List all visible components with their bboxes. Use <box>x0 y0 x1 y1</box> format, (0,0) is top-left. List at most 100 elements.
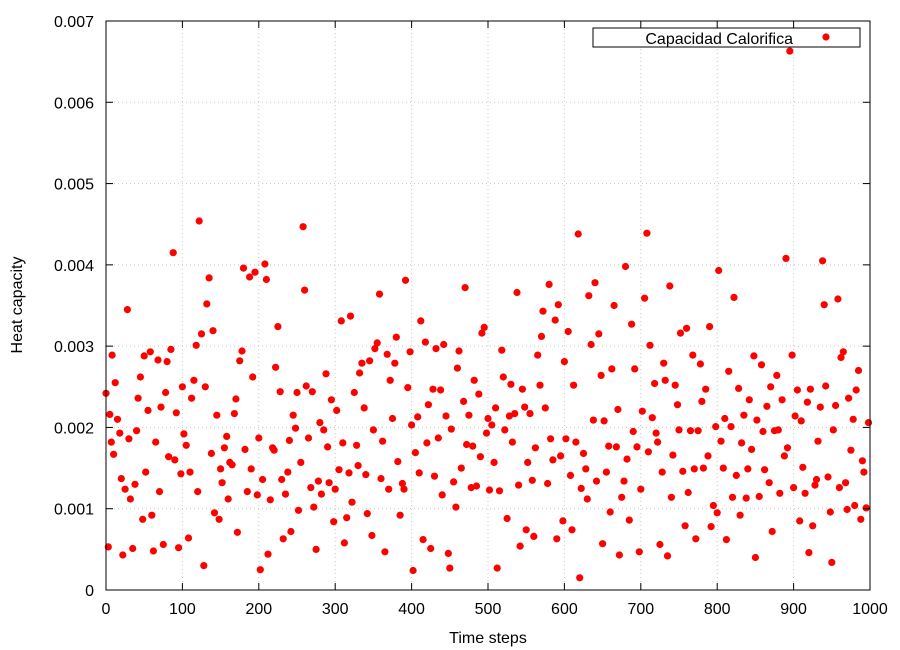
data-point <box>278 475 286 484</box>
data-point <box>595 330 603 338</box>
data-point <box>249 373 257 381</box>
data-point <box>210 509 219 517</box>
data-point <box>333 406 341 414</box>
data-point <box>651 379 659 388</box>
data-point <box>325 479 333 487</box>
data-point <box>753 416 761 424</box>
data-point <box>322 370 330 378</box>
data-point <box>526 410 534 418</box>
data-point <box>522 526 530 534</box>
data-point <box>224 495 232 503</box>
y-tick-label: 0.006 <box>54 95 94 112</box>
data-point <box>177 470 185 478</box>
data-point <box>373 339 381 347</box>
y-axis-label: Heat capacity <box>9 257 26 354</box>
data-point <box>203 300 211 308</box>
data-point <box>274 323 282 331</box>
data-point <box>377 475 385 483</box>
y-axis-tick-labels: 0 0.001 0.002 0.003 0.004 0.005 0.006 0.007 <box>54 14 94 600</box>
data-point <box>270 446 278 454</box>
data-point <box>243 488 251 496</box>
data-point <box>666 282 674 290</box>
data-point <box>276 388 284 396</box>
data-point <box>400 485 408 493</box>
data-point <box>606 508 614 516</box>
data-point <box>854 366 863 375</box>
data-point <box>396 511 404 519</box>
data-point <box>314 477 322 485</box>
data-point <box>220 444 228 452</box>
data-point <box>694 427 702 435</box>
data-point <box>312 545 320 554</box>
data-point <box>644 448 653 456</box>
data-point <box>430 472 439 480</box>
data-point <box>218 479 226 487</box>
data-point <box>774 426 782 434</box>
data-point <box>194 488 202 496</box>
data-point <box>786 47 794 55</box>
data-point <box>339 439 347 447</box>
data-point <box>605 442 613 450</box>
x-tick-label: 900 <box>780 601 807 618</box>
data-point <box>383 350 391 358</box>
x-tick-label: 400 <box>398 601 425 618</box>
data-point <box>503 514 511 523</box>
data-point <box>157 403 165 411</box>
data-point <box>154 356 162 364</box>
data-point <box>805 549 813 557</box>
data-point <box>778 396 786 404</box>
data-point <box>465 411 473 419</box>
data-point <box>366 357 374 365</box>
data-point <box>732 471 740 479</box>
data-point <box>121 485 129 493</box>
data-point <box>264 550 272 558</box>
data-point <box>110 450 118 458</box>
data-point <box>408 421 416 429</box>
data-point <box>363 509 371 518</box>
data-point <box>119 551 127 559</box>
data-point <box>106 410 114 418</box>
data-point <box>809 522 817 530</box>
data-point <box>414 413 422 421</box>
data-point <box>780 452 789 460</box>
data-point <box>136 373 144 381</box>
data-point <box>495 487 504 495</box>
data-point <box>301 286 309 294</box>
data-point <box>620 477 628 485</box>
data-point <box>551 316 559 324</box>
data-point <box>123 306 131 314</box>
data-point <box>108 351 116 359</box>
data-point <box>169 249 177 257</box>
data-point <box>564 327 572 336</box>
data-point <box>759 427 767 436</box>
data-point <box>308 388 316 396</box>
data-point <box>368 531 376 540</box>
data-point <box>811 481 819 489</box>
y-tick-label: 0.007 <box>54 14 94 31</box>
data-point <box>394 458 402 466</box>
data-point <box>346 312 355 320</box>
data-point <box>706 323 714 331</box>
data-point <box>241 445 249 453</box>
data-point <box>261 260 269 268</box>
data-point <box>209 327 217 335</box>
data-point <box>476 453 484 461</box>
data-point <box>469 442 477 450</box>
data-point <box>238 347 246 355</box>
data-point <box>180 430 188 438</box>
data-point <box>629 427 637 436</box>
data-point <box>631 365 639 373</box>
data-point <box>686 427 695 435</box>
data-point <box>541 404 549 412</box>
y-tick-label: 0 <box>85 583 94 600</box>
data-point <box>460 397 468 405</box>
data-point <box>159 540 167 549</box>
data-point <box>149 547 157 555</box>
data-point <box>597 371 605 379</box>
data-point <box>272 363 280 371</box>
data-point <box>392 333 400 341</box>
data-point <box>618 493 626 501</box>
data-point <box>690 465 698 473</box>
data-point <box>549 456 557 464</box>
data-point <box>656 540 664 549</box>
